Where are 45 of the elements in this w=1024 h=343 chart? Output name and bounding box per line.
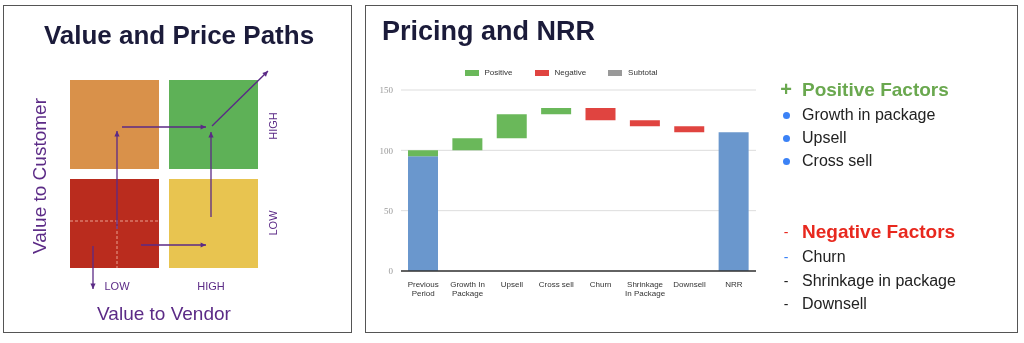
text: Positive Factors bbox=[802, 78, 949, 101]
x-tick-label: Cross sell bbox=[538, 280, 575, 289]
text: Growth in package bbox=[802, 106, 936, 124]
text: Value to Customer bbox=[29, 97, 50, 254]
x-tick-label: Growth In Package bbox=[450, 280, 485, 298]
text: LOW bbox=[104, 280, 131, 292]
text: - bbox=[783, 296, 789, 312]
text: Value to Vendor bbox=[97, 303, 232, 324]
bar bbox=[629, 120, 660, 127]
bar bbox=[452, 138, 483, 151]
y-tick-label: 100 bbox=[379, 145, 394, 156]
text: HIGH bbox=[197, 280, 225, 292]
y-tick-label: 50 bbox=[384, 205, 394, 216]
bar bbox=[408, 150, 438, 157]
text: + bbox=[780, 78, 792, 101]
y-tick-label: 0 bbox=[388, 266, 394, 277]
text: Negative Factors bbox=[802, 221, 956, 243]
chart-title: Pricing and NRR bbox=[382, 16, 596, 47]
text: LOW bbox=[267, 209, 279, 236]
bar bbox=[541, 108, 572, 115]
x-tick-label: Downsell bbox=[673, 280, 706, 289]
text: Churn bbox=[802, 248, 846, 266]
x-tick-label: Shrinkage In Package bbox=[625, 280, 666, 298]
text: Shrinkage in package bbox=[802, 272, 956, 290]
bar bbox=[496, 114, 527, 139]
legend-label: Negative bbox=[554, 68, 587, 77]
x-tick-label: NRR bbox=[725, 280, 743, 289]
text: Cross sell bbox=[802, 152, 873, 170]
legend-label: Positive bbox=[484, 68, 513, 77]
text: - bbox=[783, 249, 789, 265]
bar bbox=[408, 156, 438, 271]
x-tick-label: Upsell bbox=[500, 280, 524, 289]
text: Value and Price Paths bbox=[43, 20, 315, 50]
text: - bbox=[783, 273, 789, 289]
x-tick-label: Previous Period bbox=[407, 280, 439, 298]
text: Upsell bbox=[802, 129, 847, 147]
bar bbox=[585, 108, 616, 121]
y-tick-label: 150 bbox=[379, 85, 394, 96]
text: HIGH bbox=[267, 112, 279, 140]
text: Downsell bbox=[802, 295, 867, 313]
text: - bbox=[783, 224, 789, 240]
bar bbox=[674, 126, 705, 133]
bar bbox=[718, 132, 749, 271]
x-tick-label: Churn bbox=[589, 280, 612, 289]
legend-label: Subtotal bbox=[628, 68, 658, 77]
